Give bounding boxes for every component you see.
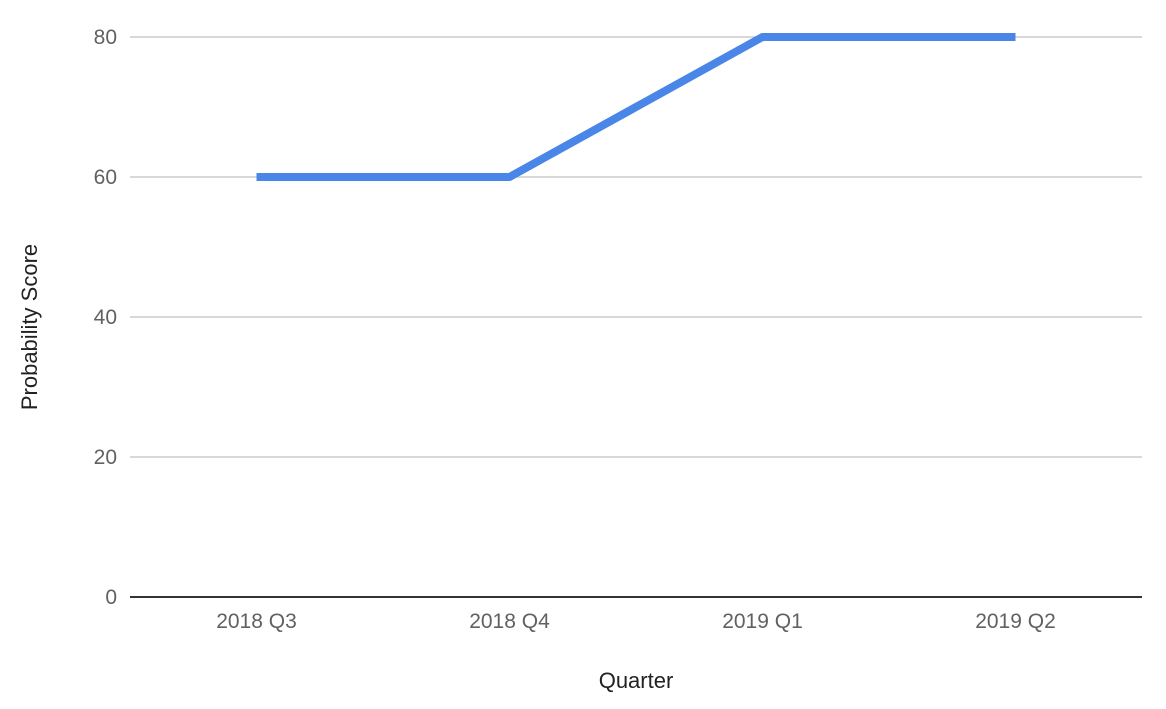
x-tick-label: 2018 Q4	[469, 610, 550, 633]
y-tick-label: 60	[94, 166, 117, 189]
y-axis-ticks: 0 20 40 60 80	[94, 26, 117, 609]
y-tick-label: 0	[105, 586, 117, 609]
x-tick-label: 2019 Q2	[975, 610, 1056, 633]
y-axis-title: Probability Score	[17, 244, 42, 410]
x-tick-label: 2019 Q1	[722, 610, 803, 633]
x-axis-ticks: 2018 Q3 2018 Q4 2019 Q1 2019 Q2	[216, 610, 1056, 633]
y-tick-label: 20	[94, 446, 117, 469]
series-lines	[256, 33, 1016, 181]
series-line-0	[256, 33, 1016, 181]
y-tick-label: 40	[94, 306, 117, 329]
x-axis-title: Quarter	[599, 668, 674, 693]
gridlines	[130, 36, 1142, 458]
x-tick-label: 2018 Q3	[216, 610, 297, 633]
y-tick-label: 80	[94, 26, 117, 49]
